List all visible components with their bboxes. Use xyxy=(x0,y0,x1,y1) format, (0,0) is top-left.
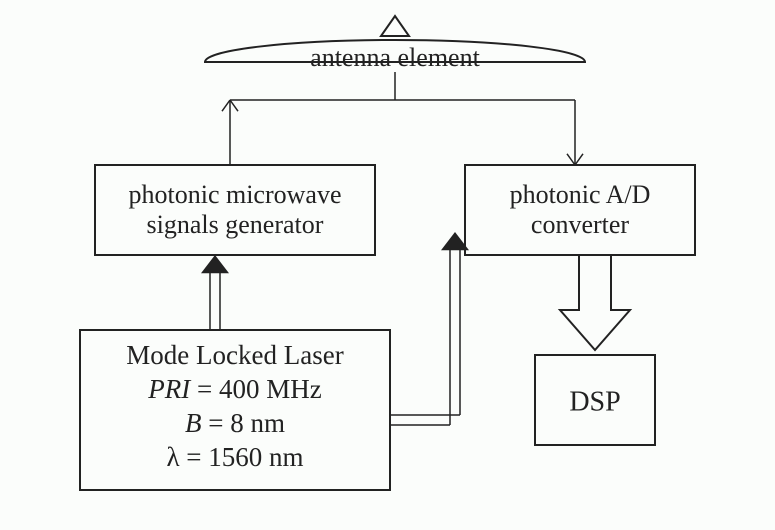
arrow-mll-to-gen xyxy=(201,255,229,273)
mll-b: B = 8 nm xyxy=(185,408,285,438)
mll-pri: PRI = 400 MHz xyxy=(147,374,321,404)
mll-lambda: λ = 1560 nm xyxy=(166,442,303,472)
gen-label-1: photonic microwave xyxy=(129,180,342,209)
mll-title: Mode Locked Laser xyxy=(126,340,343,370)
diagram-canvas: antenna element photonic microwavesignals… xyxy=(0,0,775,530)
adc-label-2: converter xyxy=(531,210,630,239)
adc-label-1: photonic A/D xyxy=(510,180,651,209)
gen-label-2: signals generator xyxy=(147,210,324,239)
dsp-label: DSP xyxy=(569,386,620,417)
antenna-feed-icon xyxy=(381,16,409,36)
arrow-adc-to-dsp xyxy=(560,255,630,350)
antenna-label: antenna element xyxy=(310,43,480,72)
